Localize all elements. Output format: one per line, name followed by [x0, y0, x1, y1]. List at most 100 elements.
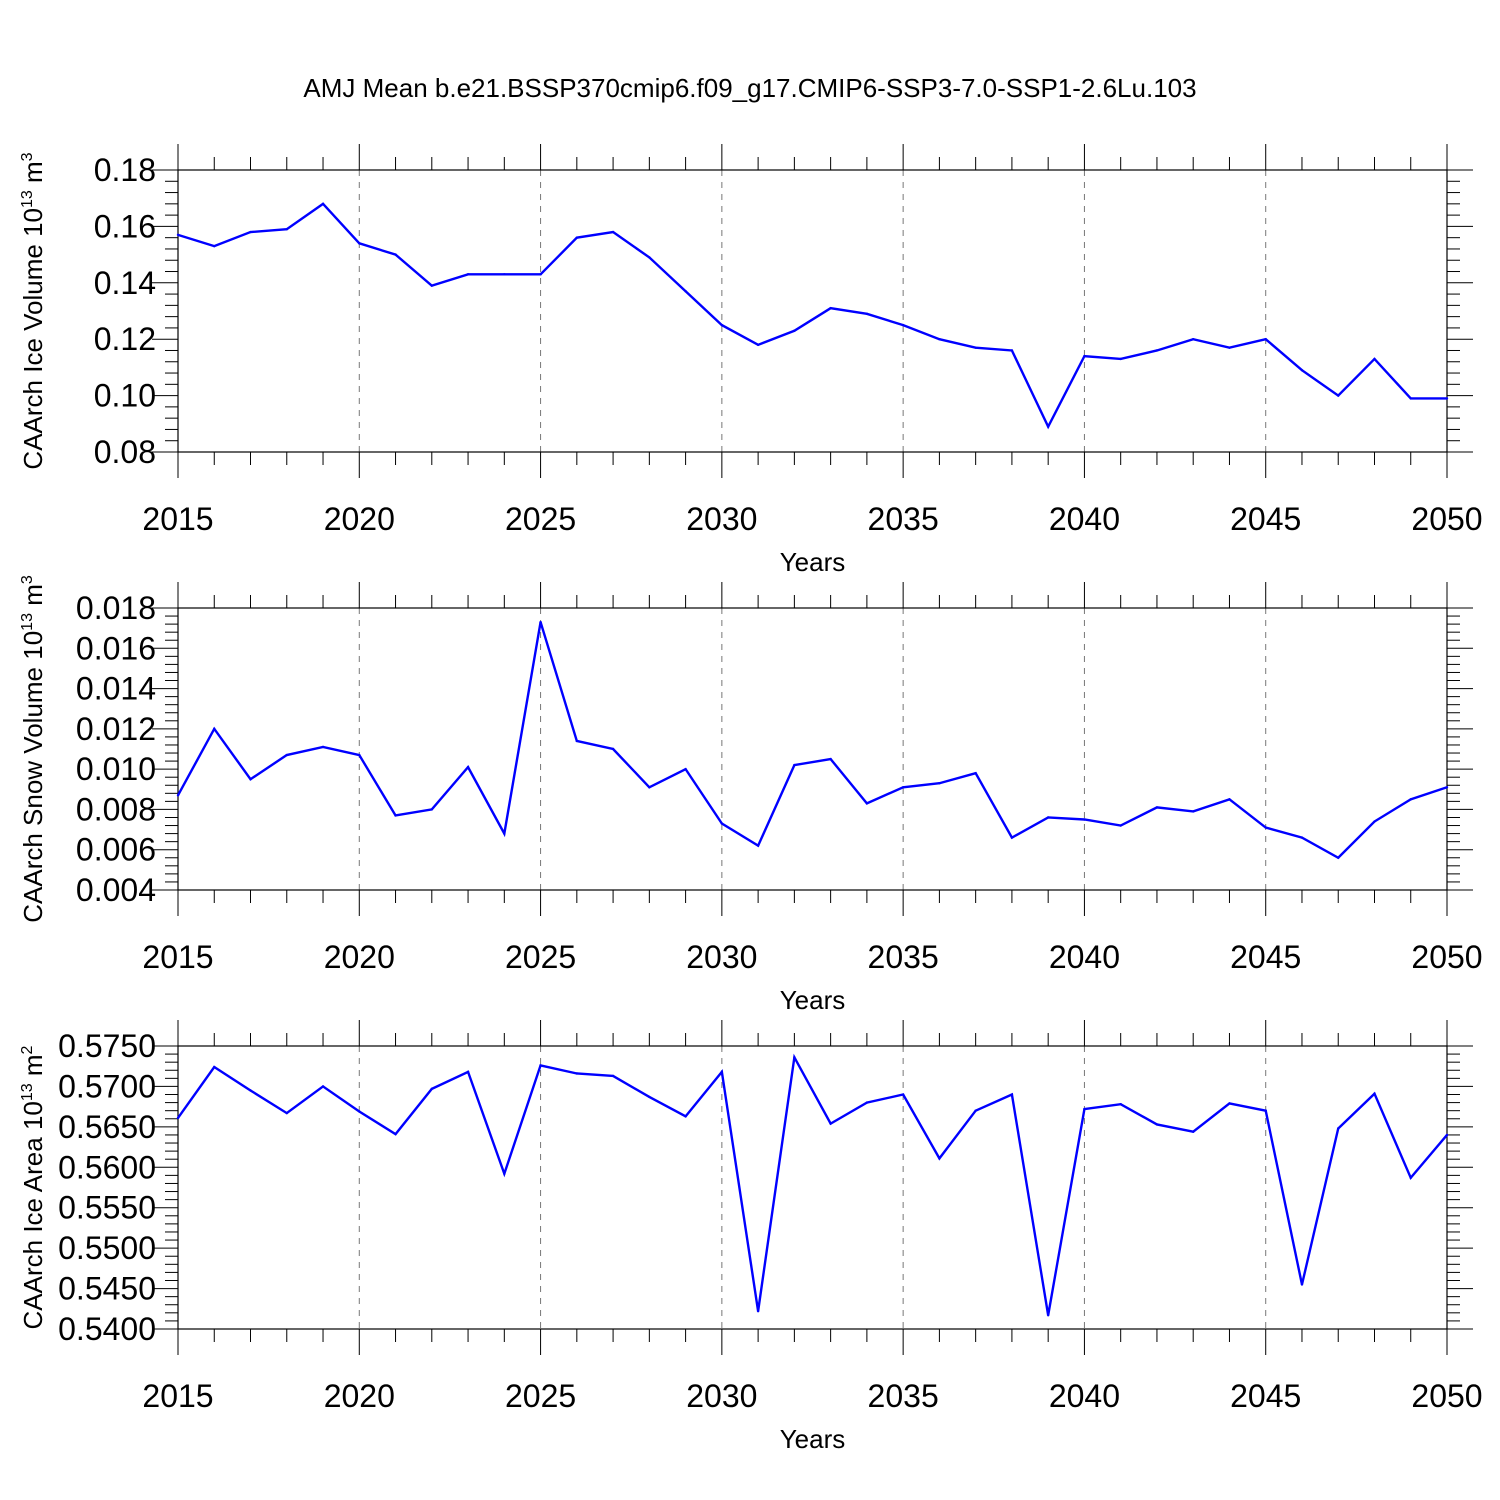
y-tick-label: 0.16 — [94, 208, 156, 244]
data-point — [1192, 338, 1195, 341]
x-tick-label: 2040 — [1049, 501, 1120, 537]
x-tick-label: 2035 — [868, 1378, 939, 1414]
data-point — [539, 273, 542, 276]
y-tick-label: 0.5500 — [58, 1230, 156, 1266]
x-tick-label: 2045 — [1230, 501, 1301, 537]
data-point — [974, 346, 977, 349]
data-point — [1155, 349, 1159, 352]
data-point — [249, 1089, 252, 1092]
x-tick-label: 2030 — [686, 939, 757, 975]
data-point — [901, 786, 905, 789]
x-axis-label: Years — [780, 985, 846, 1015]
series-line-1 — [177, 1053, 1448, 1316]
data-point — [1300, 836, 1304, 839]
x-tick-label: 2030 — [686, 501, 757, 537]
data-point — [1010, 836, 1014, 839]
data-point — [394, 1132, 397, 1136]
data-point — [321, 202, 325, 206]
data-point — [793, 1056, 796, 1059]
data-point — [938, 1157, 941, 1160]
data-point — [611, 747, 615, 751]
x-tick-label: 2040 — [1049, 939, 1120, 975]
data-point — [829, 1122, 832, 1125]
y-tick-label: 0.5650 — [58, 1109, 156, 1145]
data-point — [684, 1115, 687, 1118]
data-point — [213, 727, 216, 731]
data-point — [430, 1087, 433, 1091]
data-point — [1409, 397, 1412, 400]
data-point — [684, 767, 687, 771]
data-point — [1264, 826, 1267, 829]
data-point — [321, 1085, 325, 1088]
data-point — [466, 765, 470, 769]
y-tick-label: 0.12 — [94, 321, 156, 357]
y-tick-label: 0.5400 — [58, 1311, 156, 1347]
x-tick-label: 2025 — [505, 1378, 576, 1414]
data-point — [1445, 786, 1449, 789]
data-point — [1192, 1130, 1195, 1133]
y-tick-label: 0.08 — [94, 434, 156, 470]
data-point — [1445, 1133, 1449, 1137]
y-tick-label: 0.5450 — [58, 1271, 156, 1307]
data-point — [285, 1111, 288, 1115]
data-point — [901, 1093, 905, 1096]
series-line-1 — [177, 202, 1447, 430]
plot-frame — [177, 1045, 1448, 1330]
plot-frame — [177, 169, 1448, 453]
chart-panel-3: 0.5400 0.5450 0.5500 0.5550 0.5600 0.5650 0.57… — [18, 1020, 1483, 1454]
data-point — [974, 1109, 977, 1112]
x-tick-label: 2015 — [142, 1378, 213, 1414]
x-tick-label: 2020 — [324, 1378, 395, 1414]
data-point — [1192, 810, 1195, 813]
chart-panel-2: 0.004 0.006 0.008 0.010 0.012 0.014 0.016 0.018… — [18, 575, 1483, 1015]
data-point — [720, 323, 724, 327]
data-point — [1010, 1093, 1014, 1096]
data-point — [1373, 1092, 1376, 1095]
x-tick-label: 2035 — [868, 501, 939, 537]
data-point — [249, 230, 252, 234]
y-tick-label: 0.006 — [76, 832, 156, 868]
y-tick-label: 0.004 — [76, 872, 156, 908]
data-point — [358, 242, 361, 245]
y-tick-label: 0.10 — [94, 378, 156, 414]
plot-frame — [177, 607, 1448, 891]
chart-panel-1: 0.08 0.10 0.12 0.14 0.16 0.18 2015 2020 2025 2030… — [18, 144, 1483, 577]
data-point — [503, 832, 506, 835]
data-point — [1046, 816, 1050, 819]
data-point — [648, 256, 651, 259]
x-tick-label: 2035 — [868, 939, 939, 975]
x-tick-label: 2050 — [1411, 939, 1482, 975]
data-point — [1409, 1176, 1412, 1179]
data-point — [394, 814, 397, 817]
x-tick-label: 2045 — [1230, 939, 1301, 975]
y-tick-label: 0.5750 — [58, 1028, 156, 1064]
data-point — [394, 253, 397, 256]
data-point — [1083, 354, 1086, 358]
data-point — [938, 782, 941, 785]
data-point — [1445, 397, 1449, 400]
data-point — [1337, 394, 1340, 397]
x-tick-label: 2030 — [686, 1378, 757, 1414]
data-point — [1264, 338, 1267, 341]
data-point — [358, 753, 361, 757]
data-point — [285, 228, 288, 231]
y-axis-label: CAArch Ice Area 1013 m2 — [18, 1045, 48, 1329]
data-point — [1155, 806, 1159, 809]
data-point — [793, 763, 796, 767]
data-point — [865, 1101, 869, 1104]
x-tick-label: 2015 — [142, 939, 213, 975]
data-point — [793, 329, 796, 332]
data-point — [249, 778, 252, 781]
y-axis-label: CAArch Snow Volume 1013 m3 — [18, 575, 48, 923]
x-tick-label: 2020 — [324, 501, 395, 537]
x-tick-label: 2025 — [505, 501, 576, 537]
data-point — [829, 757, 832, 761]
data-point — [1337, 856, 1340, 859]
data-point — [213, 1065, 216, 1069]
x-tick-label: 2045 — [1230, 1378, 1301, 1414]
data-point — [285, 753, 288, 757]
data-point — [575, 236, 579, 239]
data-point — [430, 284, 433, 287]
x-axis-label: Years — [780, 1424, 846, 1454]
